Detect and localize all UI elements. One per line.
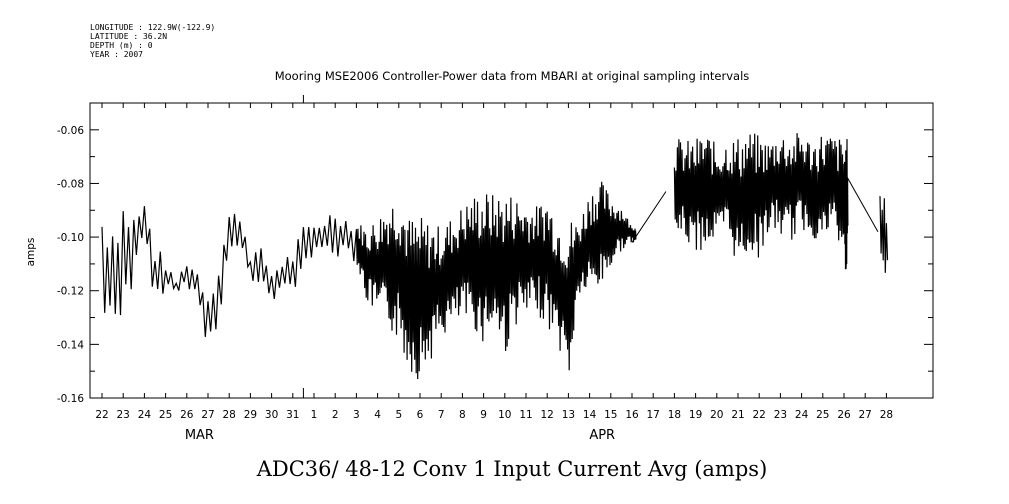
x-tick-label: 6 [417,409,424,421]
x-tick-label: 17 [647,409,660,421]
y-tick-label: -0.16 [57,393,84,405]
gap-connector-line [845,175,879,232]
x-tick-label: 10 [498,409,511,421]
x-tick-label: 14 [583,409,597,421]
x-tick-label: 3 [353,409,360,421]
metadata-block: LONGITUDE : 122.9W(-122.9) LATITUDE : 36… [90,23,215,59]
month-label-mar: MAR [185,428,214,443]
x-tick-label: 9 [480,409,487,421]
x-tick-label: 23 [774,409,787,421]
meta-longitude: LONGITUDE : 122.9W(-122.9) [90,23,215,32]
x-tick-label: 1 [311,409,318,421]
month-label-apr: APR [589,428,615,443]
x-tick-label: 30 [265,409,278,421]
series-segment [101,181,637,380]
series-segment [879,196,889,273]
x-tick-label: 5 [395,409,402,421]
chart-title: Mooring MSE2006 Controller-Power data fr… [275,69,750,83]
x-tick-label: 26 [180,409,194,421]
y-axis-ticks: -0.06 -0.08 -0.10 -0.12 -0.14 -0.16 [57,125,933,405]
data-series-line [101,133,889,380]
x-tick-label: 15 [604,409,617,421]
y-tick-label: -0.12 [57,286,84,298]
x-tick-label: 12 [541,409,554,421]
x-tick-label: 26 [837,409,851,421]
x-tick-label: 22 [753,409,766,421]
x-tick-label: 28 [880,409,893,421]
meta-latitude: LATITUDE : 36.2N [90,32,167,41]
x-tick-label: 21 [731,409,744,421]
plot-frame [89,102,934,399]
gap-connector-line [631,191,667,243]
x-tick-label: 31 [286,409,299,421]
y-tick-label: -0.06 [57,125,84,137]
x-tick-label: 19 [689,409,702,421]
x-tick-label: 13 [562,409,575,421]
x-tick-label: 4 [374,409,381,421]
x-tick-label: 24 [795,409,809,421]
y-tick-label: -0.14 [57,339,84,351]
x-tick-label: 7 [438,409,445,421]
x-tick-label: 23 [117,409,130,421]
x-tick-label: 28 [223,409,236,421]
x-tick-label: 11 [519,409,532,421]
x-tick-label: 2 [332,409,339,421]
x-tick-label: 22 [95,409,108,421]
chart-caption: ADC36/ 48-12 Conv 1 Input Current Avg (a… [256,457,768,481]
x-tick-label: 29 [244,409,257,421]
x-axis-ticks: 22 23 24 25 26 27 28 29 30 31 1 2 3 4 5 6 7 8 9 10 11 12 13 14 1… [95,95,893,421]
x-tick-label: 16 [625,409,639,421]
y-tick-label: -0.08 [57,178,84,190]
y-axis-label: amps [25,238,37,267]
series-segment [673,133,849,270]
x-tick-label: 25 [816,409,829,421]
x-tick-label: 18 [668,409,681,421]
x-tick-label: 24 [138,409,152,421]
x-tick-label: 27 [201,409,214,421]
y-tick-label: -0.10 [57,232,84,244]
x-tick-label: 8 [459,409,466,421]
meta-year: YEAR : 2007 [90,50,143,59]
x-tick-label: 27 [859,409,872,421]
x-tick-label: 20 [710,409,723,421]
x-tick-label: 25 [159,409,172,421]
meta-depth: DEPTH (m) : 0 [90,41,153,50]
